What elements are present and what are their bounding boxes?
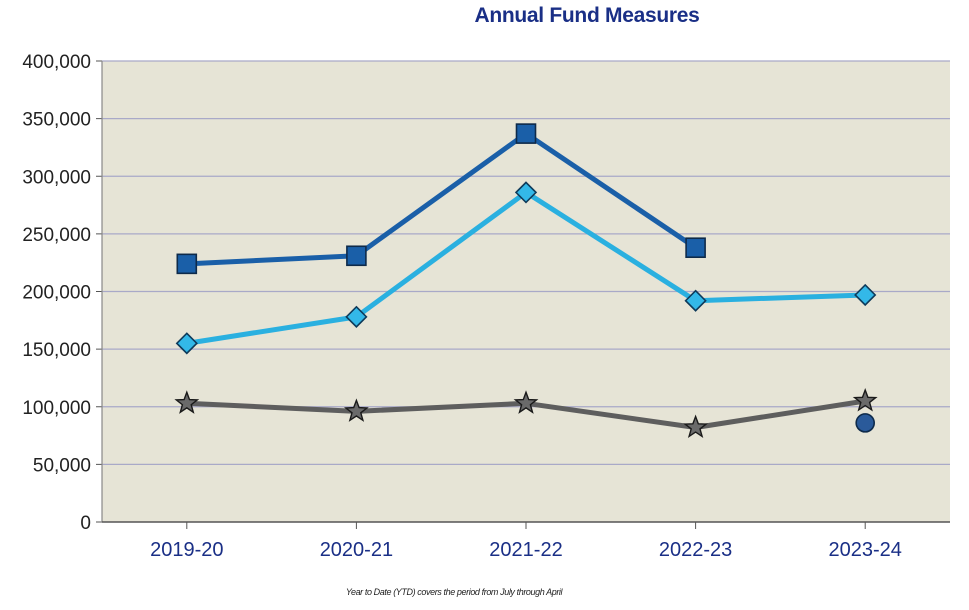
series-line-segment — [523, 400, 699, 430]
series-line-segment — [523, 189, 699, 304]
series-year-to-date — [855, 413, 876, 433]
series-line-segment — [693, 398, 868, 430]
series-series-b — [175, 181, 877, 355]
x-tick-label: 2019-20 — [150, 539, 223, 561]
data-point-square — [346, 245, 367, 267]
footnote: Year to Date (YTD) covers the period fro… — [345, 587, 563, 597]
y-tick-label: 300,000 — [22, 167, 91, 188]
data-point-square — [515, 123, 537, 144]
y-tick-label: 350,000 — [22, 110, 91, 131]
y-tick-label: 200,000 — [22, 283, 91, 304]
data-point-diamond — [345, 305, 368, 328]
series-line-segment — [184, 400, 359, 414]
gridlines — [96, 60, 950, 523]
series-line-segment — [693, 292, 868, 304]
chart-title: Annual Fund Measures — [474, 4, 700, 27]
x-axis-tick-labels: 2019-20 2020-21 2021-22 2022-23 2023-24 — [150, 539, 902, 561]
data-point-diamond — [175, 332, 198, 355]
y-tick-label: 0 — [80, 513, 91, 534]
data-point-circle — [855, 413, 876, 433]
chart-area: 0 50,000 100,000 150,000 200,000 250,000 300,0… — [22, 52, 950, 561]
y-tick-label: 400,000 — [22, 52, 91, 73]
data-point-star — [513, 390, 539, 414]
data-point-square — [176, 253, 198, 275]
series-line-segment — [523, 131, 699, 251]
x-tick-label: 2021-22 — [489, 539, 562, 561]
x-tick-label: 2023-24 — [828, 539, 901, 561]
y-tick-label: 250,000 — [22, 225, 91, 246]
series-series-a — [176, 123, 706, 275]
series-series-c — [174, 387, 878, 439]
data-point-diamond — [514, 181, 538, 204]
data-point-square — [685, 237, 706, 259]
data-point-star — [683, 414, 709, 439]
series-line-segment — [184, 314, 359, 346]
x-tick-label: 2022-23 — [659, 539, 732, 561]
axes — [101, 61, 950, 529]
y-tick-label: 100,000 — [22, 398, 91, 419]
data-point-diamond — [854, 283, 877, 307]
y-tick-label: 50,000 — [33, 455, 91, 476]
x-tick-label: 2020-21 — [320, 539, 393, 561]
data-series — [174, 123, 878, 439]
series-line-segment — [353, 400, 529, 414]
series-line-segment — [353, 189, 529, 320]
data-point-star — [174, 390, 200, 414]
data-point-diamond — [684, 289, 707, 312]
series-line-segment — [353, 131, 529, 259]
y-tick-label: 150,000 — [22, 340, 91, 361]
y-axis-tick-labels: 0 50,000 100,000 150,000 200,000 250,000 300,0… — [22, 52, 91, 534]
data-point-star — [344, 398, 369, 422]
data-point-star — [852, 387, 878, 412]
series-line-segment — [184, 253, 359, 267]
